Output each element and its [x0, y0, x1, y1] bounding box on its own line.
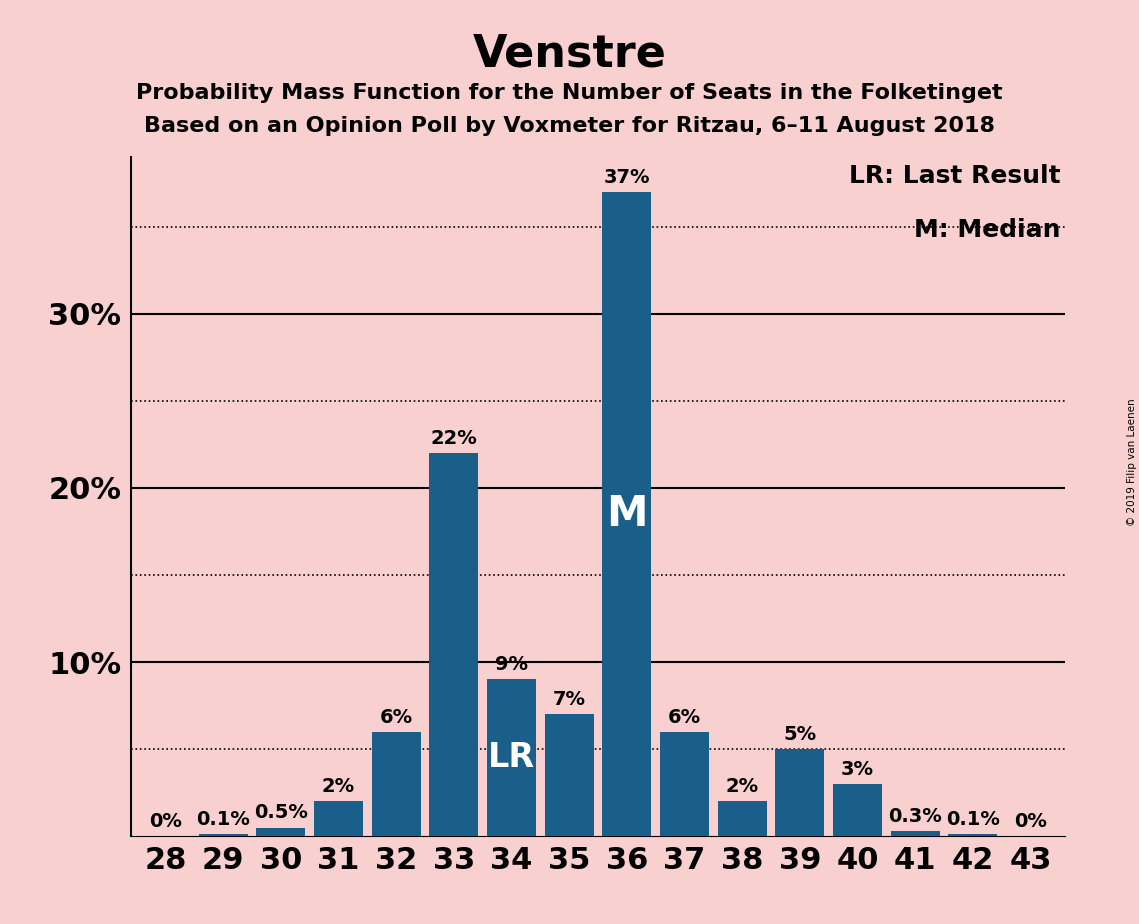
Bar	[833, 784, 882, 836]
Bar	[198, 834, 248, 836]
Bar	[603, 192, 652, 836]
Text: 2%: 2%	[322, 777, 355, 796]
Text: 0.1%: 0.1%	[945, 810, 1000, 829]
Bar	[544, 714, 593, 836]
Text: © 2019 Filip van Laenen: © 2019 Filip van Laenen	[1126, 398, 1137, 526]
Bar	[659, 732, 708, 836]
Bar	[776, 749, 825, 836]
Bar	[891, 831, 940, 836]
Text: 0%: 0%	[149, 812, 182, 831]
Text: 0.5%: 0.5%	[254, 803, 308, 822]
Bar	[429, 453, 478, 836]
Bar	[314, 801, 363, 836]
Text: LR: LR	[487, 741, 535, 774]
Text: 7%: 7%	[552, 690, 585, 709]
Text: 0.3%: 0.3%	[888, 807, 942, 826]
Bar	[256, 828, 305, 836]
Text: Based on an Opinion Poll by Voxmeter for Ritzau, 6–11 August 2018: Based on an Opinion Poll by Voxmeter for…	[144, 116, 995, 136]
Bar	[718, 801, 767, 836]
Text: Probability Mass Function for the Number of Seats in the Folketinget: Probability Mass Function for the Number…	[137, 83, 1002, 103]
Bar	[487, 679, 536, 836]
Text: 0%: 0%	[1014, 812, 1047, 831]
Text: 3%: 3%	[841, 760, 874, 779]
Text: 2%: 2%	[726, 777, 759, 796]
Bar	[949, 834, 998, 836]
Text: 22%: 22%	[431, 429, 477, 448]
Text: 37%: 37%	[604, 167, 650, 187]
Bar	[371, 732, 420, 836]
Text: 6%: 6%	[667, 708, 700, 726]
Text: LR: Last Result: LR: Last Result	[849, 164, 1060, 188]
Text: M: Median: M: Median	[913, 218, 1060, 242]
Text: 6%: 6%	[379, 708, 412, 726]
Text: Venstre: Venstre	[473, 32, 666, 76]
Text: 9%: 9%	[495, 655, 528, 675]
Text: 5%: 5%	[784, 725, 817, 744]
Text: 0.1%: 0.1%	[196, 810, 251, 829]
Text: M: M	[606, 493, 648, 535]
